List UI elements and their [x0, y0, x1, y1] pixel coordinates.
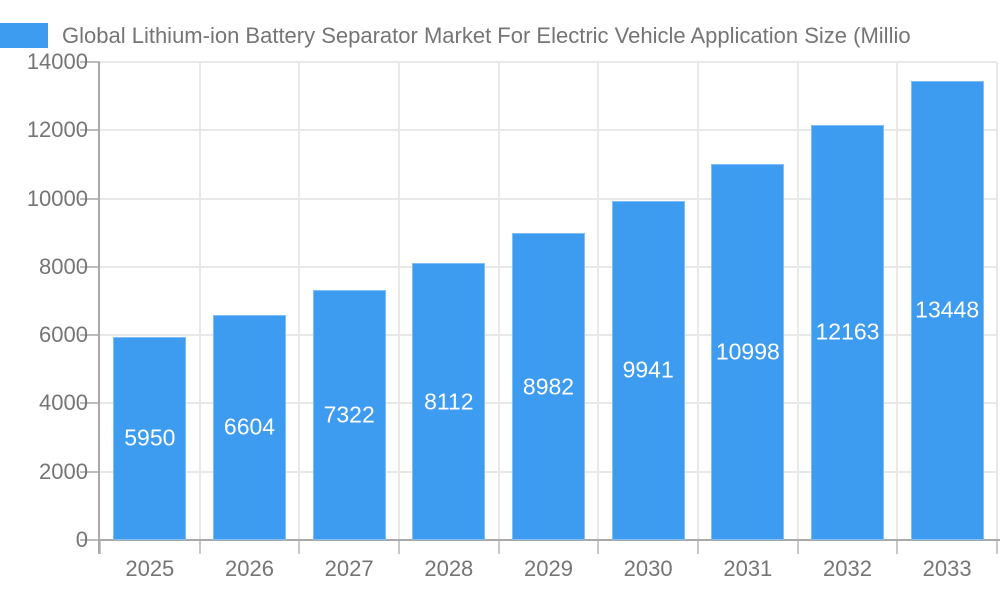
x-axis-label-2025: 2025	[125, 556, 175, 581]
x-axis-tick	[497, 540, 500, 554]
y-axis-tick-label: 4000	[39, 390, 88, 416]
bar-value-label: 6604	[223, 413, 276, 440]
gridline-vertical	[497, 62, 500, 540]
x-axis-line	[98, 539, 1000, 541]
y-axis-tick	[80, 334, 100, 337]
y-axis-tick-label: 2000	[39, 458, 88, 484]
y-axis-line	[98, 62, 100, 554]
bar-value-label: 13448	[915, 296, 980, 323]
bar-value-label: 8982	[522, 373, 575, 400]
y-axis-tick	[80, 129, 100, 132]
x-axis-label-2031: 2031	[723, 556, 773, 581]
y-axis-tick-label: 6000	[39, 322, 88, 348]
y-axis-tick	[80, 539, 100, 541]
x-axis-tick	[198, 540, 201, 554]
x-axis-label-2033: 2033	[922, 556, 972, 581]
bar-value-label: 5950	[124, 424, 176, 451]
y-axis-tick	[80, 197, 100, 200]
x-axis-label-2029: 2029	[524, 556, 573, 581]
x-axis-tick	[896, 540, 899, 554]
y-axis-tick-label: 14000	[26, 49, 88, 74]
bar-2033[interactable]	[910, 80, 984, 540]
y-axis-tick-label: 12000	[26, 117, 88, 143]
bar-value-label: 8112	[424, 388, 474, 415]
bar-2027[interactable]	[312, 290, 386, 540]
bar-2025[interactable]	[113, 336, 187, 540]
x-axis-label-2028: 2028	[424, 556, 474, 581]
bar-2030[interactable]	[611, 200, 685, 540]
x-axis-label-2032: 2032	[823, 556, 872, 581]
y-axis-tick	[80, 402, 100, 405]
x-axis-tick	[697, 540, 699, 554]
bar-value-label: 9941	[622, 356, 674, 383]
legend-series-label: Global Lithium-ion Battery Separator Mar…	[62, 23, 911, 48]
bar-2028[interactable]	[412, 263, 486, 540]
gridline-vertical	[697, 62, 699, 540]
gridline-horizontal	[100, 197, 997, 200]
gridline-vertical	[996, 62, 998, 540]
bar-value-label: 10998	[715, 338, 780, 365]
x-axis-tick	[597, 540, 600, 554]
y-axis-tick-label: 10000	[26, 185, 88, 211]
y-axis-tick	[80, 470, 100, 473]
y-axis-tick	[80, 265, 100, 268]
gridline-vertical	[597, 62, 600, 540]
legend-swatch[interactable]	[0, 23, 48, 48]
x-axis-label-2026: 2026	[225, 556, 274, 581]
gridline-horizontal	[100, 129, 997, 132]
y-axis-tick-label: 0	[75, 527, 88, 552]
x-axis-label-2030: 2030	[623, 556, 673, 581]
bar-2032[interactable]	[811, 124, 884, 540]
x-axis-label-2027: 2027	[324, 556, 374, 581]
bar-value-label: 7322	[323, 401, 375, 428]
bar-2029[interactable]	[512, 233, 585, 540]
bar-2026[interactable]	[213, 314, 286, 540]
gridline-vertical	[298, 62, 301, 540]
y-axis-tick	[80, 61, 100, 63]
gridline-vertical	[896, 62, 899, 540]
gridline-vertical	[198, 62, 201, 540]
x-axis-tick	[398, 540, 400, 554]
x-axis-tick	[996, 540, 998, 554]
gridline-horizontal	[100, 61, 997, 63]
gridline-vertical	[796, 62, 799, 540]
x-axis-tick	[298, 540, 301, 554]
y-axis-tick-label: 8000	[39, 253, 88, 279]
bar-2031[interactable]	[711, 164, 785, 540]
bar-value-label: 12163	[815, 318, 880, 345]
gridline-vertical	[398, 62, 400, 540]
x-axis-tick	[796, 540, 799, 554]
x-axis-tick	[99, 540, 101, 554]
